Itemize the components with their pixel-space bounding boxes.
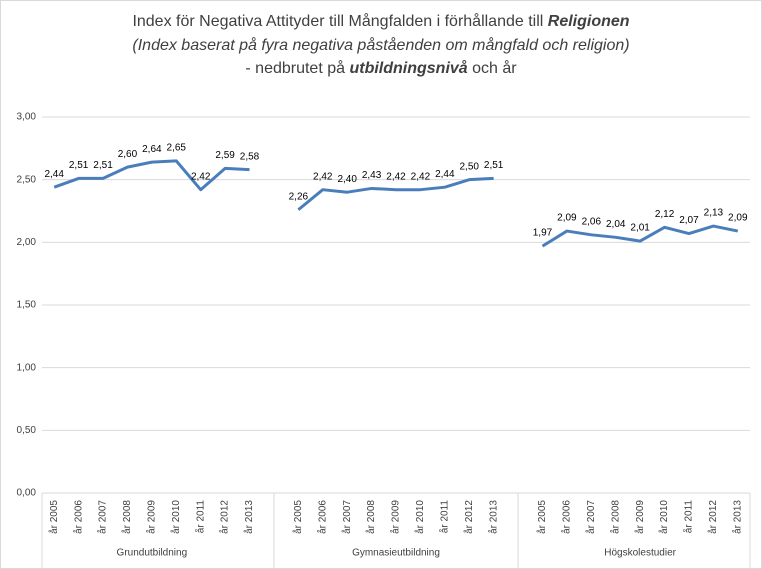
x-tick-label: år 2008 xyxy=(609,500,621,534)
x-tick-label: år 2011 xyxy=(438,500,450,534)
data-label: 2,51 xyxy=(93,160,113,171)
y-tick-label: 2,00 xyxy=(17,237,37,248)
chart-subtitle: - nedbrutet på utbildningsnivå och år xyxy=(245,59,517,77)
data-label: 2,13 xyxy=(704,208,724,219)
series-line xyxy=(297,176,494,211)
data-label: 2,44 xyxy=(44,169,64,180)
x-tick-label: år 2012 xyxy=(463,500,475,534)
data-label: 2,64 xyxy=(142,144,162,155)
data-label: 2,06 xyxy=(582,216,602,227)
data-label: 2,51 xyxy=(69,160,89,171)
data-label: 2,04 xyxy=(606,219,626,230)
x-tick-label: år 2011 xyxy=(194,500,206,534)
data-label: 2,07 xyxy=(679,215,699,226)
data-label: 2,09 xyxy=(557,213,577,224)
data-label: 2,59 xyxy=(215,150,235,161)
x-tick-label: år 2009 xyxy=(146,500,158,534)
data-label: 2,43 xyxy=(362,170,382,181)
data-label: 2,50 xyxy=(460,161,480,172)
y-tick-label: 1,00 xyxy=(17,362,37,373)
data-label: 2,09 xyxy=(728,213,748,224)
data-label: 2,51 xyxy=(484,160,504,171)
x-tick-label: år 2007 xyxy=(341,500,353,534)
data-label: 1,97 xyxy=(533,228,553,239)
title-part: (Index baserat på fyra negativa påståend… xyxy=(132,36,629,54)
x-tick-label: år 2007 xyxy=(97,500,109,534)
y-tick-label: 0,50 xyxy=(17,425,37,436)
y-tick-label: 3,00 xyxy=(17,112,37,123)
x-tick-label: år 2009 xyxy=(390,500,402,534)
x-tick-label: år 2005 xyxy=(292,500,304,534)
x-tick-label: år 2005 xyxy=(48,500,60,534)
data-label: 2,42 xyxy=(191,171,211,182)
x-tick-label: år 2012 xyxy=(219,500,231,534)
data-label: 2,26 xyxy=(289,191,309,202)
data-label: 2,42 xyxy=(386,171,406,182)
x-tick-label: år 2006 xyxy=(561,500,573,534)
title-part: utbildningsnivå xyxy=(349,59,467,77)
x-tick-label: år 2012 xyxy=(707,500,719,534)
x-tick-label: år 2009 xyxy=(634,500,646,534)
x-tick-label: år 2010 xyxy=(414,500,426,534)
chart-title: Index för Negativa Attityder till Mångfa… xyxy=(132,12,629,30)
data-label: 2,44 xyxy=(435,169,455,180)
data-label: 2,01 xyxy=(630,223,650,234)
data-label: 2,65 xyxy=(167,143,187,154)
x-tick-label: år 2013 xyxy=(731,500,743,534)
y-tick-label: 0,00 xyxy=(17,488,37,499)
title-part: - nedbrutet på xyxy=(245,59,349,77)
x-tick-label: år 2013 xyxy=(487,500,499,534)
x-tick-label: år 2006 xyxy=(72,500,84,534)
x-tick-label: år 2006 xyxy=(316,500,328,534)
title-part: Religionen xyxy=(548,13,630,30)
data-label: 2,40 xyxy=(337,174,357,185)
title-part: Index för Negativa Attityder till Mångfa… xyxy=(132,12,547,30)
x-tick-label: år 2007 xyxy=(585,500,597,534)
data-label: 2,58 xyxy=(240,151,260,162)
data-label: 2,42 xyxy=(411,171,431,182)
data-label: 2,42 xyxy=(313,171,333,182)
data-label: 2,60 xyxy=(118,149,138,160)
x-tick-label: år 2011 xyxy=(683,500,695,534)
group-label: Högskolestudier xyxy=(604,548,676,559)
chart-subtitle: (Index baserat på fyra negativa påståend… xyxy=(132,36,629,54)
group-label: Gymnasieutbildning xyxy=(352,548,440,559)
x-tick-label: år 2005 xyxy=(536,500,548,534)
x-tick-label: år 2013 xyxy=(243,500,255,534)
group-label: Grundutbildning xyxy=(117,548,188,559)
x-tick-label: år 2010 xyxy=(658,500,670,534)
title-part: och år xyxy=(468,59,518,77)
data-label: 2,12 xyxy=(655,209,675,220)
series-line xyxy=(53,159,250,192)
x-tick-label: år 2008 xyxy=(365,500,377,534)
x-tick-label: år 2010 xyxy=(170,500,182,534)
y-tick-label: 2,50 xyxy=(17,174,37,185)
series-line xyxy=(541,224,739,248)
x-tick-label: år 2008 xyxy=(121,500,133,534)
y-tick-label: 1,50 xyxy=(17,300,37,311)
